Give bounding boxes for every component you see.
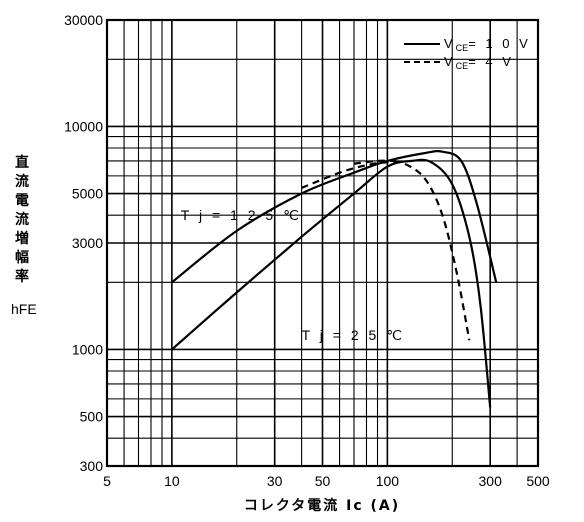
y-label-char: 幅 [15, 249, 29, 266]
annotation-0: T j = 1 2 5 ℃ [181, 207, 302, 223]
y-tick-label: 30000 [64, 12, 103, 28]
x-tick-label: 30 [267, 473, 283, 489]
series-line-3 [353, 159, 397, 165]
y-label-char: 直 [15, 154, 29, 171]
y-tick-labels: 300 500 1000 3000 5000 10000 30000 [64, 12, 103, 474]
y-label-char: 率 [15, 268, 29, 285]
series-lines [171, 150, 498, 408]
plot-frame [105, 18, 540, 468]
y-tick-label: 10000 [64, 118, 103, 134]
series-line-2 [171, 158, 492, 408]
x-tick-label: 100 [376, 473, 400, 489]
series-line-1 [301, 160, 471, 341]
x-tick-label: 10 [164, 473, 180, 489]
x-tick-label: 300 [479, 473, 503, 489]
y-tick-label: 1000 [72, 341, 103, 357]
y-label-char: 増 [15, 230, 29, 247]
annotations: T j = 1 2 5 ℃ T j = 2 5 ℃ [181, 207, 405, 343]
legend-label-1: VCE= 4 V [444, 54, 514, 71]
y-axis-symbol: hFE [11, 301, 37, 317]
x-tick-label: 5 [103, 473, 111, 489]
y-tick-label: 5000 [72, 186, 103, 202]
y-tick-label: 500 [80, 409, 104, 425]
x-tick-label: 500 [526, 473, 550, 489]
annotation-1: T j = 2 5 ℃ [302, 327, 405, 343]
legend-label-0: VCE= 1 0 V [444, 36, 531, 53]
series-line-0 [171, 150, 498, 284]
y-label-char: 流 [15, 211, 29, 228]
x-tick-labels: 5 10 30 50 100 300 500 [103, 473, 550, 489]
grid [107, 20, 538, 466]
y-label-char: 電 [15, 192, 29, 209]
x-tick-label: 50 [315, 473, 331, 489]
y-tick-label: 300 [80, 458, 104, 474]
y-tick-label: 3000 [72, 235, 103, 251]
x-axis-label: コレクタ電流 Ic (A) [244, 497, 400, 514]
y-label-char: 流 [15, 173, 29, 190]
